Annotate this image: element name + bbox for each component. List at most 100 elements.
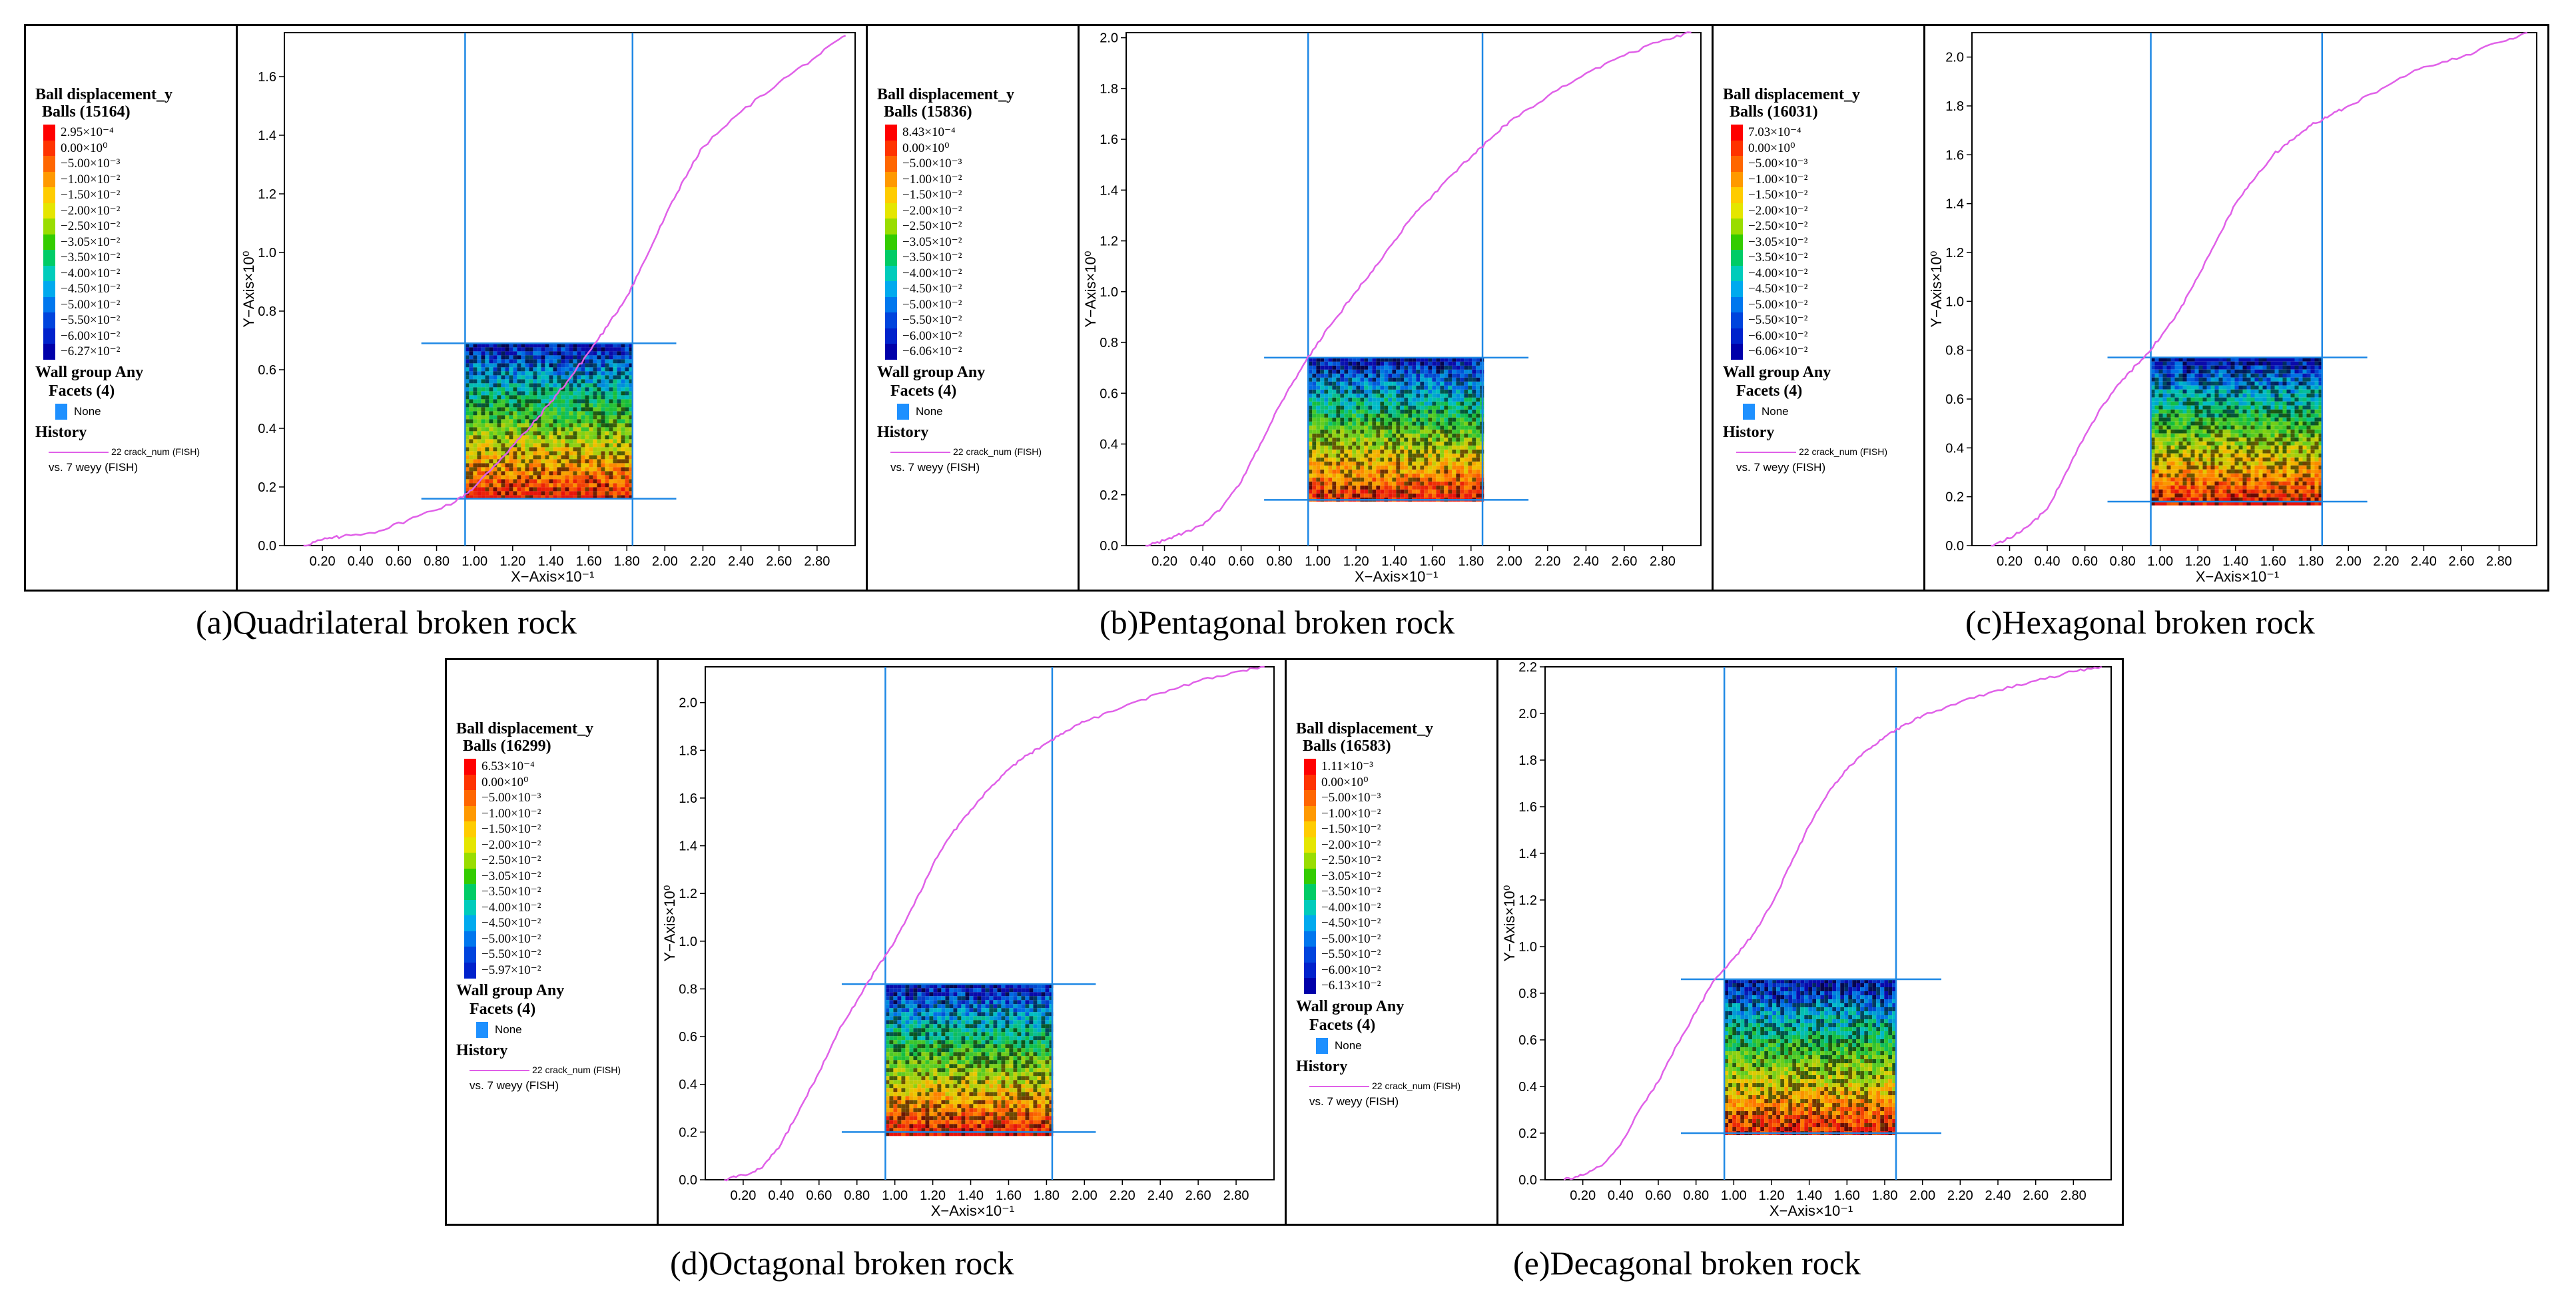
particle-cell: [1472, 445, 1476, 450]
particle-cell: [2254, 437, 2259, 442]
particle-cell: [1352, 469, 1357, 474]
x-tick-label: 0.60: [386, 554, 412, 569]
particle-cell: [485, 487, 489, 492]
particle-cell: [513, 419, 517, 424]
particle-cell: [545, 407, 549, 412]
plot-frame: [1126, 32, 1702, 546]
particle-cell: [1476, 401, 1480, 406]
particle-cell: [497, 435, 501, 440]
particle-cell: [2262, 417, 2267, 422]
particle-cell: [1456, 377, 1460, 382]
particle-cell: [497, 415, 501, 420]
particle-cell: [485, 351, 489, 356]
particle-cell: [1476, 381, 1480, 386]
x-tick-label: 0.60: [1228, 554, 1254, 569]
particle-cell: [501, 439, 505, 444]
particle-cell: [2254, 397, 2259, 402]
particle-cell: [597, 471, 601, 476]
particle-cell: [1396, 377, 1401, 382]
particle-cell: [1388, 445, 1393, 450]
particle-cell: [2186, 429, 2191, 434]
particle-cell: [549, 395, 553, 400]
particle-cell: [1460, 457, 1464, 462]
particle-cell: [1408, 445, 1413, 450]
particle-cell: [1424, 385, 1429, 390]
particle-cell: [2162, 481, 2167, 486]
legend-balls: Balls (15836): [884, 103, 972, 121]
y-tick-label: 0.0: [258, 539, 276, 554]
particle-cell: [2210, 485, 2215, 490]
particle-cell: [1416, 445, 1421, 450]
particle-cell: [561, 359, 565, 364]
particle-cell: [1308, 365, 1313, 370]
particle-cell: [1460, 449, 1464, 454]
particle-cell: [621, 443, 625, 448]
particle-cell: [1436, 393, 1441, 398]
particle-cell: [2162, 429, 2167, 434]
particle-cell: [2150, 397, 2155, 402]
particle-cell: [513, 379, 517, 384]
particle-cell: [585, 479, 589, 484]
particle-cell: [2294, 389, 2299, 394]
legend-title: Ball displacement_y: [35, 86, 173, 103]
particle-cell: [2154, 409, 2159, 414]
particle-cell: [2318, 461, 2323, 466]
particle-cell: [2318, 477, 2323, 482]
particle-cell: [1404, 437, 1409, 442]
particle-cell: [1432, 469, 1437, 474]
particle-cell: [1332, 401, 1337, 406]
particle-cell: [1436, 445, 1441, 450]
particle-cell: [1384, 373, 1389, 378]
particle-cell: [1404, 397, 1409, 402]
particle-cell: [1328, 377, 1333, 382]
particle-cell: [1380, 437, 1385, 442]
particle-cell: [477, 483, 482, 488]
particle-cell: [2262, 357, 2267, 362]
particle-cell: [509, 371, 513, 376]
particle-cell: [517, 355, 521, 360]
particle-cell: [2274, 469, 2279, 474]
particle-cell: [601, 371, 605, 376]
x-tick-label: 2.80: [2486, 554, 2512, 569]
particle-cell: [477, 455, 482, 460]
particle-cell: [2186, 481, 2191, 486]
particle-cell: [2190, 357, 2195, 362]
particle-cell: [2290, 393, 2295, 398]
particle-cell: [2186, 397, 2191, 402]
particle-cell: [1436, 389, 1441, 394]
particle-cell: [2298, 409, 2303, 414]
particle-cell: [549, 467, 553, 472]
particle-cell: [1464, 485, 1468, 490]
particle-cell: [2218, 477, 2223, 482]
particle-cell: [2154, 425, 2159, 430]
particle-cell: [577, 431, 581, 436]
particle-cell: [2206, 385, 2211, 390]
particle-cell: [549, 391, 553, 396]
particle-cell: [621, 371, 625, 376]
particle-cell: [1472, 425, 1476, 430]
particle-cell: [2210, 421, 2215, 426]
particle-cell: [517, 419, 521, 424]
particle-cell: [2198, 401, 2203, 406]
particle-cell: [497, 479, 501, 484]
particle-cell: [1312, 409, 1317, 414]
particle-cell: [1352, 453, 1357, 458]
particle-cell: [1420, 441, 1425, 446]
particle-cell: [537, 431, 541, 436]
particle-cell: [565, 383, 569, 388]
particle-cell: [1388, 449, 1393, 454]
particle-cell: [2190, 457, 2195, 462]
particle-cell: [2234, 401, 2239, 406]
particle-cell: [521, 435, 525, 440]
particle-cell: [489, 471, 493, 476]
particle-cell: [2162, 437, 2167, 442]
particle-cell: [569, 435, 573, 440]
particle-cell: [557, 419, 561, 424]
y-tick-label: 0.2: [1100, 488, 1118, 503]
particle-cell: [517, 383, 521, 388]
particle-cell: [2282, 485, 2287, 490]
particle-cell: [1452, 477, 1456, 482]
particle-cell: [2290, 405, 2295, 410]
particle-cell: [569, 355, 573, 360]
particle-cell: [2270, 441, 2275, 446]
